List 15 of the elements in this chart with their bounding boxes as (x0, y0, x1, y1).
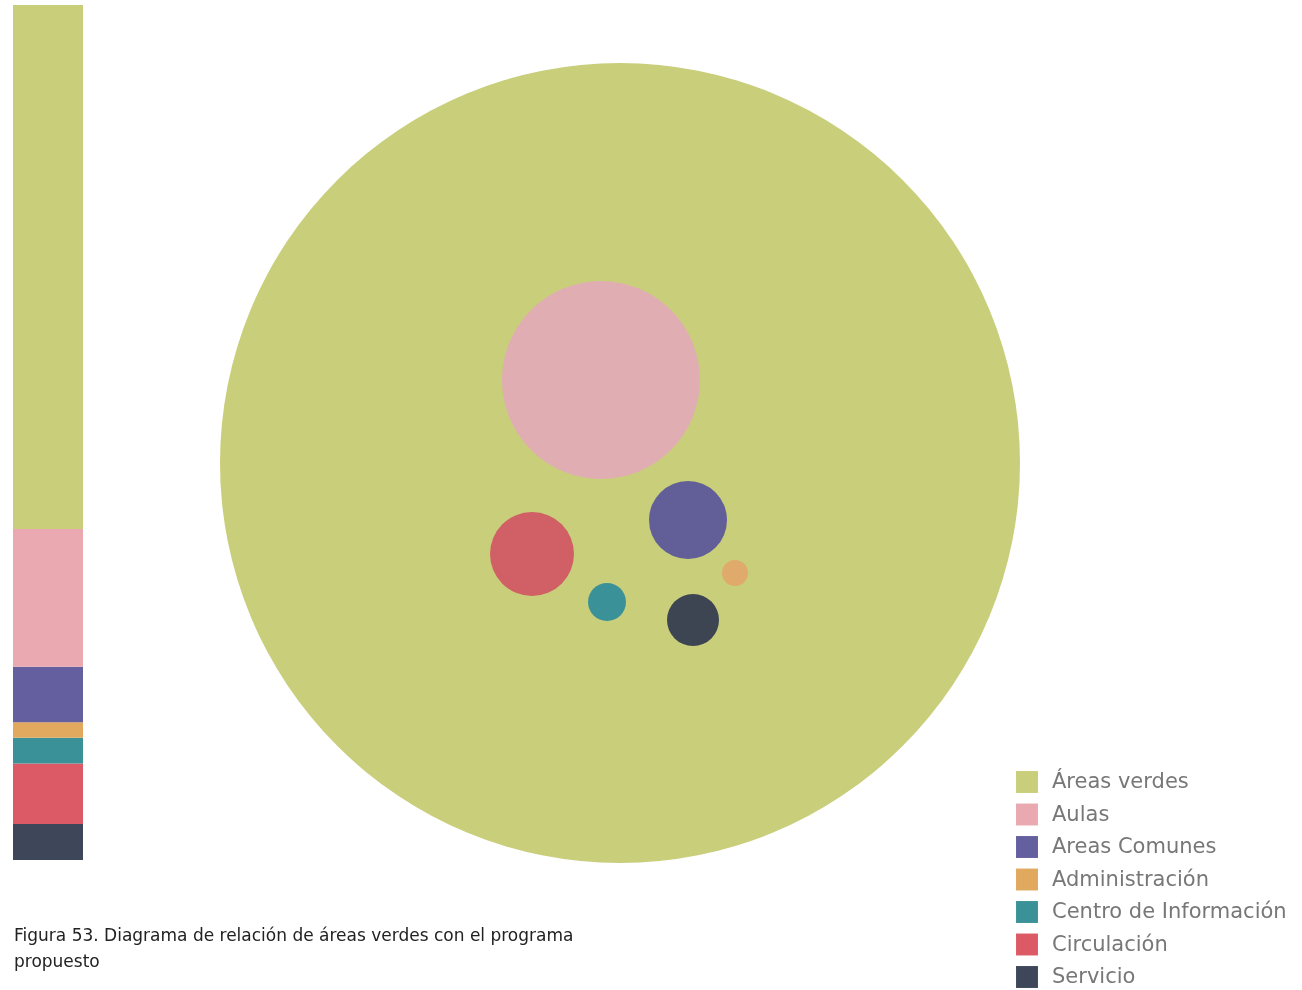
bar (13, 824, 83, 860)
legend-label: Aulas (1052, 801, 1110, 826)
legend-label: Administración (1052, 866, 1209, 891)
legend-label: Areas Comunes (1052, 834, 1217, 858)
bar (13, 737, 83, 764)
legend-label: Áreas verdes (1052, 768, 1189, 793)
bar (13, 666, 83, 723)
legend-label: Servicio (1052, 964, 1136, 988)
bar (13, 529, 83, 667)
legend-label: Centro de Información (1052, 899, 1287, 923)
bar (13, 763, 83, 825)
text: Figura 53. Diagrama de relación de áreas verdes con el programa propuesto (14, 924, 574, 973)
bar (13, 722, 83, 738)
legend-label: Circulación (1052, 931, 1168, 956)
bar (13, 5, 83, 530)
